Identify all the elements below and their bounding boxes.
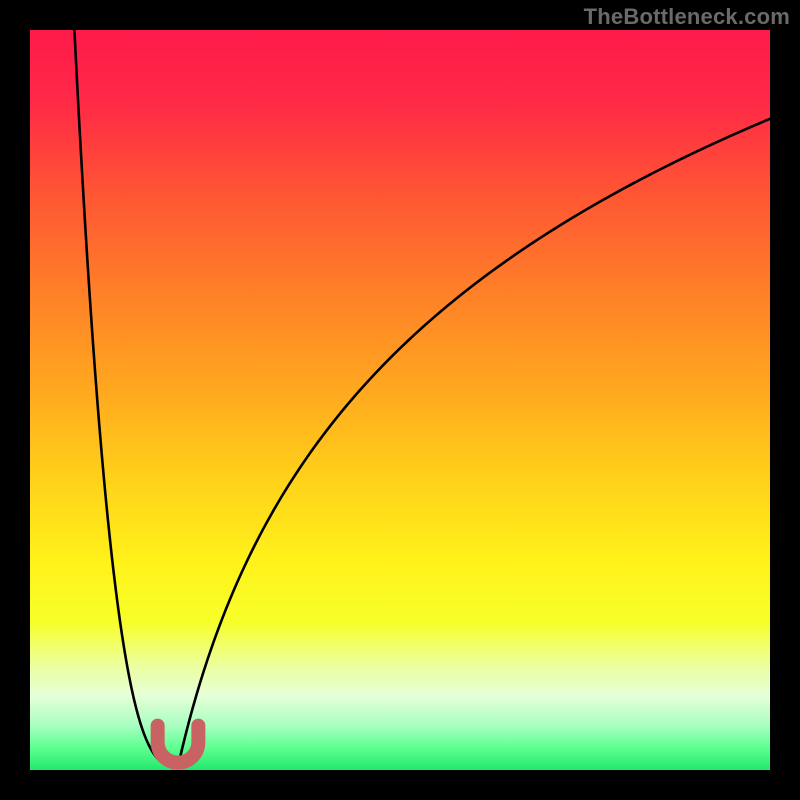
- chart-container: TheBottleneck.com: [0, 0, 800, 800]
- plot-background: [30, 30, 770, 770]
- bottleneck-chart: [0, 0, 800, 800]
- watermark-text: TheBottleneck.com: [584, 4, 790, 30]
